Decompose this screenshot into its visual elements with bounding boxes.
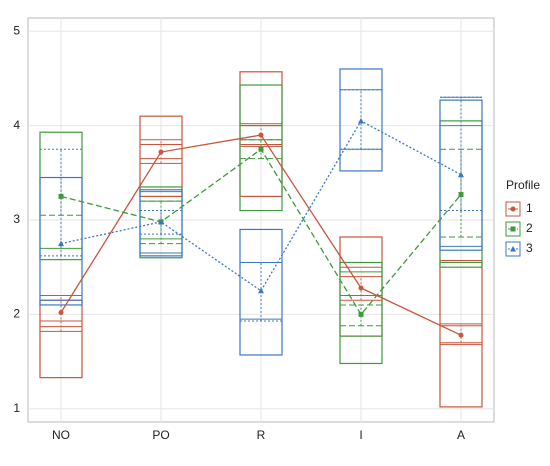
legend-label: 2 [526,221,533,235]
mean-point [358,117,364,124]
box [139,189,183,257]
mean-point [458,332,464,338]
mean-line [60,120,462,292]
series [39,68,483,356]
y-tick-label: 3 [13,212,20,226]
mean-point [158,218,164,225]
mean-point [58,310,64,316]
mean-point [510,206,516,212]
y-tick-label: 5 [13,23,20,37]
mean-point [458,171,464,178]
mean-point [258,287,264,294]
box [239,84,283,212]
x-tick-label: PO [152,428,169,442]
legend-label: 3 [526,241,533,255]
mean-point [458,192,464,198]
box [339,261,383,365]
mean-point [510,226,516,232]
box [239,228,283,356]
mean-point [358,311,364,317]
mean-point [510,246,516,252]
mean-point [258,132,264,138]
x-tick-label: I [359,428,362,442]
legend-title: Profile [506,178,540,192]
box [439,259,483,408]
legend-key [505,241,521,257]
y-tick-label: 1 [13,401,20,415]
x-tick-label: NO [52,428,70,442]
x-tick-label: R [257,428,266,442]
legend-key [505,221,521,237]
mean-point [358,285,364,291]
mean-point [58,193,64,199]
legend-label: 1 [526,201,533,215]
mean-point [158,149,164,155]
y-tick-label: 2 [13,307,20,321]
mean-point [58,240,64,247]
box [439,99,483,251]
box [139,115,183,198]
legend-key [505,201,521,217]
mean-point [258,146,264,152]
y-tick-label: 4 [13,118,20,132]
x-tick-label: A [457,428,465,442]
box [339,68,383,172]
